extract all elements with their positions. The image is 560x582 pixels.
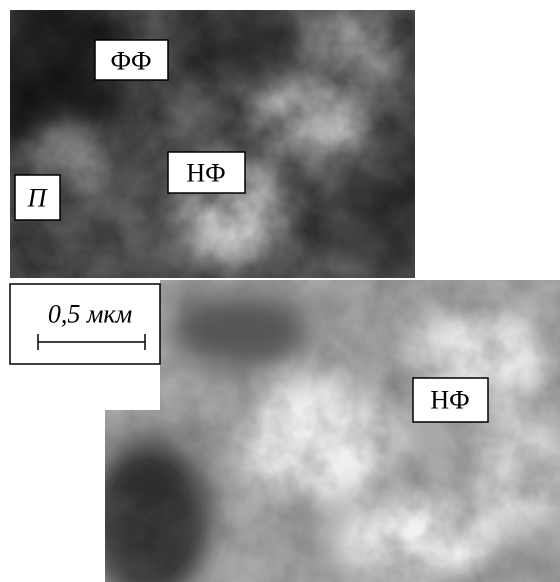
phase-label: П <box>27 184 49 213</box>
scale-label: 0,5 мкм <box>48 300 132 329</box>
top-micrograph <box>0 0 420 278</box>
micrograph-figure: ФФ НФ П НФ 0,5 мкм <box>0 0 560 582</box>
phase-label: НФ <box>430 386 469 415</box>
phase-label: ФФ <box>110 47 151 76</box>
phase-label: НФ <box>186 159 225 188</box>
page: ФФ НФ П НФ 0,5 мкм (() => { const data =… <box>0 0 560 582</box>
